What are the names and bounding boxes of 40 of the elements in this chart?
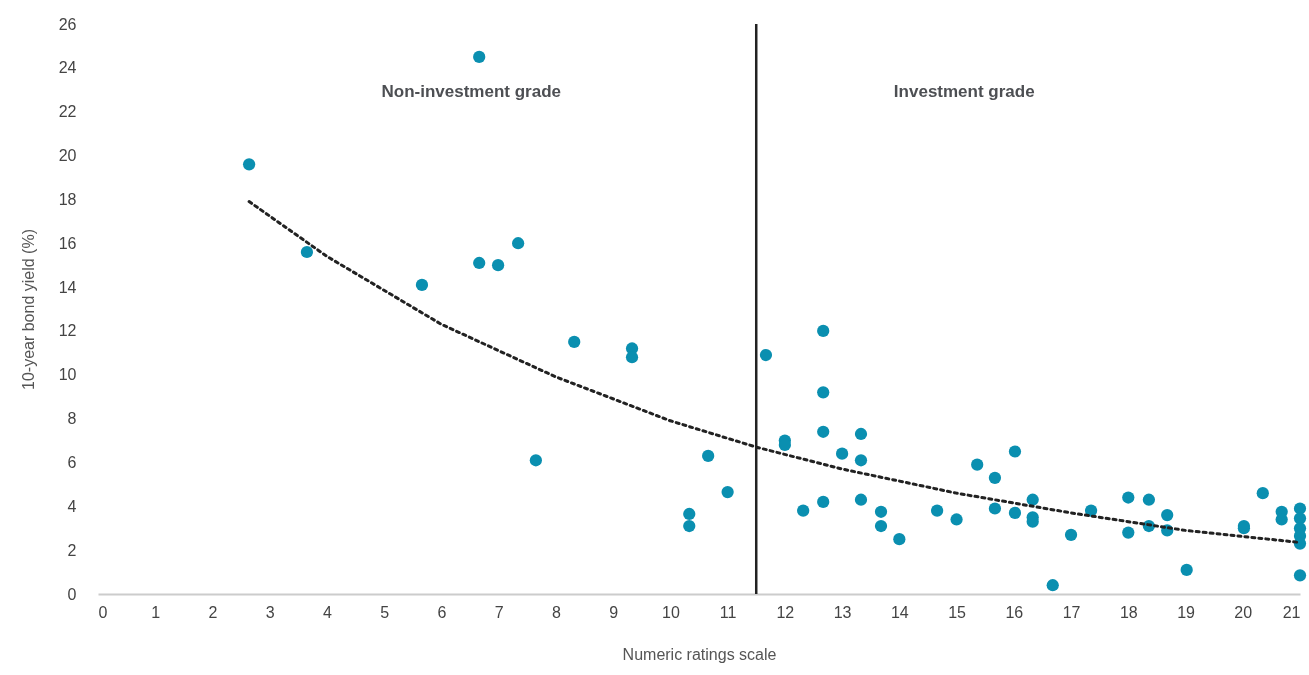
y-tick-label: 12 [58, 322, 77, 340]
y-tick-label: 24 [58, 59, 77, 77]
x-tick-label: 19 [1177, 603, 1196, 621]
x-tick-label: 16 [1005, 603, 1024, 621]
x-tick-label: 20 [1234, 603, 1253, 621]
y-axis-title: 10-year bond yield (%) [19, 229, 37, 390]
y-tick-label: 10 [58, 366, 77, 384]
y-tick-label: 4 [67, 497, 77, 515]
x-tick-label: 21 [1282, 603, 1301, 621]
y-tick-label: 2 [67, 541, 77, 559]
annotation: Investment grade [893, 82, 1035, 101]
y-tick-label: 0 [67, 585, 77, 603]
x-tick-label: 13 [833, 603, 852, 621]
x-tick-label: 2 [208, 603, 218, 621]
x-tick-label: 7 [494, 603, 504, 621]
x-tick-label: 14 [890, 603, 909, 621]
x-tick-label: 11 [719, 603, 737, 621]
x-tick-label: 1 [151, 603, 161, 621]
x-tick-label: 10 [661, 603, 680, 621]
x-tick-label: 0 [98, 603, 108, 621]
x-tick-label: 4 [323, 603, 332, 621]
x-tick-label: 8 [551, 603, 561, 621]
x-tick-label: 12 [776, 603, 795, 621]
y-tick-label: 14 [58, 278, 77, 296]
x-tick-label: 9 [609, 603, 619, 621]
x-tick-label: 6 [437, 603, 447, 621]
y-tick-label: 20 [58, 147, 77, 165]
y-tick-label: 8 [67, 410, 77, 428]
y-tick-label: 6 [67, 453, 77, 471]
y-tick-label: 18 [58, 190, 77, 208]
y-tick-label: 16 [58, 234, 77, 252]
x-axis-title: Numeric ratings scale [622, 645, 777, 663]
x-tick-label: 5 [380, 603, 390, 621]
x-tick-label: 18 [1119, 603, 1138, 621]
y-tick-label: 22 [58, 103, 77, 121]
x-tick-label: 3 [265, 603, 275, 621]
annotation: Non-investment grade [381, 82, 561, 101]
x-tick-label: 15 [948, 603, 967, 621]
x-tick-label: 17 [1062, 603, 1081, 621]
y-tick-label: 26 [58, 15, 77, 33]
